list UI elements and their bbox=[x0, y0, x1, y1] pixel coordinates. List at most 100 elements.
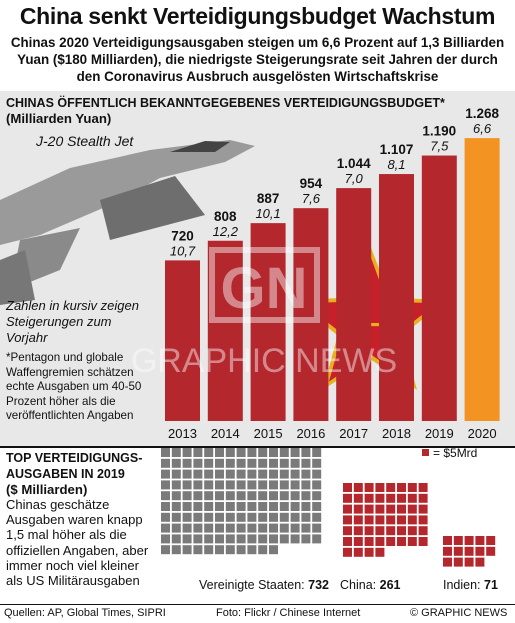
block-china bbox=[407, 504, 417, 514]
block-vereinigte-staaten bbox=[247, 480, 257, 490]
top-spending-heading-line2: Ausgaben in 2019 bbox=[6, 467, 125, 481]
block-china bbox=[407, 537, 417, 546]
block-vereinigte-staaten bbox=[161, 512, 170, 522]
bar-growth-label: 8,1 bbox=[387, 157, 405, 172]
block-vereinigte-staaten bbox=[236, 545, 246, 555]
country-label-us: Vereinigte Staaten: 732 bbox=[199, 578, 329, 592]
bar-value-label: 720 bbox=[171, 228, 194, 243]
bar-value-label: 808 bbox=[214, 209, 237, 224]
legend-label: = $5Mrd bbox=[433, 446, 478, 460]
block-china bbox=[418, 504, 428, 514]
bar-2018 bbox=[379, 174, 414, 421]
block-vereinigte-staaten bbox=[258, 512, 268, 522]
block-vereinigte-staaten bbox=[236, 491, 246, 501]
block-vereinigte-staaten bbox=[171, 512, 181, 522]
block-vereinigte-staaten bbox=[193, 523, 203, 533]
block-vereinigte-staaten bbox=[247, 448, 257, 457]
block-vereinigte-staaten bbox=[279, 448, 289, 457]
block-vereinigte-staaten bbox=[215, 469, 224, 479]
top-spending-heading-line1: Top Verteidigungs- bbox=[6, 451, 143, 465]
block-indien bbox=[443, 557, 452, 567]
block-china bbox=[397, 537, 406, 546]
block-vereinigte-staaten bbox=[279, 469, 289, 479]
block-china bbox=[418, 483, 428, 492]
block-vereinigte-staaten bbox=[258, 448, 268, 457]
block-vereinigte-staaten bbox=[269, 502, 278, 511]
bar-value-label: 1.044 bbox=[337, 156, 371, 171]
block-indien bbox=[486, 536, 496, 545]
year-tick-label: 2013 bbox=[168, 426, 197, 441]
block-vereinigte-staaten bbox=[269, 448, 278, 457]
block-vereinigte-staaten bbox=[171, 480, 181, 490]
block-vereinigte-staaten bbox=[312, 469, 322, 479]
legend-swatch bbox=[422, 449, 429, 456]
block-vereinigte-staaten bbox=[290, 458, 300, 468]
footer-sources: Quellen: AP, Global Times, SIPRI bbox=[4, 607, 166, 619]
italic-note: Zahlen in kursiv zeigen Steigerungen zum… bbox=[6, 298, 139, 345]
bar-growth-label: 10,7 bbox=[170, 243, 196, 258]
block-china bbox=[353, 537, 363, 546]
block-china bbox=[386, 483, 396, 492]
block-china bbox=[418, 493, 428, 503]
block-vereinigte-staaten bbox=[204, 534, 214, 544]
block-vereinigte-staaten bbox=[236, 469, 246, 479]
block-china bbox=[353, 526, 363, 536]
block-vereinigte-staaten bbox=[161, 545, 170, 555]
block-china bbox=[407, 483, 417, 492]
bar-growth-label: 6,6 bbox=[473, 121, 492, 136]
bar-2014 bbox=[207, 240, 243, 421]
block-vereinigte-staaten bbox=[258, 545, 268, 555]
block-vereinigte-staaten bbox=[279, 480, 289, 490]
block-vereinigte-staaten bbox=[182, 448, 192, 457]
footer-copyright: © GRAPHIC NEWS bbox=[410, 607, 508, 619]
bar-2013 bbox=[165, 260, 200, 421]
block-vereinigte-staaten bbox=[215, 448, 224, 457]
block-vereinigte-staaten bbox=[290, 534, 300, 544]
block-vereinigte-staaten bbox=[182, 512, 192, 522]
block-vereinigte-staaten bbox=[171, 458, 181, 468]
block-vereinigte-staaten bbox=[215, 502, 224, 511]
block-vereinigte-staaten bbox=[182, 491, 192, 501]
block-vereinigte-staaten bbox=[290, 502, 300, 511]
bar-value-label: 887 bbox=[257, 191, 280, 206]
block-china bbox=[386, 515, 396, 525]
year-tick-label: 2016 bbox=[296, 426, 325, 441]
block-china bbox=[353, 483, 363, 492]
block-vereinigte-staaten bbox=[290, 469, 300, 479]
block-vereinigte-staaten bbox=[301, 448, 311, 457]
block-indien bbox=[453, 546, 463, 556]
block-vereinigte-staaten bbox=[171, 491, 181, 501]
block-china bbox=[375, 547, 385, 557]
country-label-china: China: 261 bbox=[340, 578, 400, 592]
block-vereinigte-staaten bbox=[301, 480, 311, 490]
block-china bbox=[407, 493, 417, 503]
year-tick-label: 2017 bbox=[339, 426, 368, 441]
block-china bbox=[353, 493, 363, 503]
block-china bbox=[418, 537, 428, 546]
block-vereinigte-staaten bbox=[204, 458, 214, 468]
year-tick-label: 2014 bbox=[211, 426, 240, 441]
footer-photo-credit: Foto: Flickr / Chinese Internet bbox=[216, 607, 361, 619]
block-vereinigte-staaten bbox=[171, 545, 181, 555]
block-vereinigte-staaten bbox=[225, 458, 235, 468]
block-china bbox=[418, 526, 428, 536]
block-vereinigte-staaten bbox=[193, 448, 203, 457]
block-vereinigte-staaten bbox=[193, 534, 203, 544]
block-vereinigte-staaten bbox=[269, 512, 278, 522]
comment-text: Chinas geschätze Ausgaben waren knapp 1,… bbox=[6, 497, 149, 589]
block-vereinigte-staaten bbox=[161, 469, 170, 479]
block-vereinigte-staaten bbox=[204, 491, 214, 501]
block-china bbox=[364, 504, 374, 514]
block-vereinigte-staaten bbox=[269, 458, 278, 468]
block-vereinigte-staaten bbox=[258, 491, 268, 501]
block-vereinigte-staaten bbox=[312, 534, 322, 544]
block-vereinigte-staaten bbox=[269, 534, 278, 544]
block-vereinigte-staaten bbox=[193, 502, 203, 511]
block-vereinigte-staaten bbox=[225, 545, 235, 555]
block-china bbox=[343, 493, 352, 503]
block-vereinigte-staaten bbox=[269, 545, 278, 555]
block-vereinigte-staaten bbox=[301, 491, 311, 501]
subtitle: Chinas 2020 Verteidigungsausgaben steige… bbox=[10, 35, 505, 84]
block-vereinigte-staaten bbox=[312, 458, 322, 468]
block-vereinigte-staaten bbox=[215, 512, 224, 522]
